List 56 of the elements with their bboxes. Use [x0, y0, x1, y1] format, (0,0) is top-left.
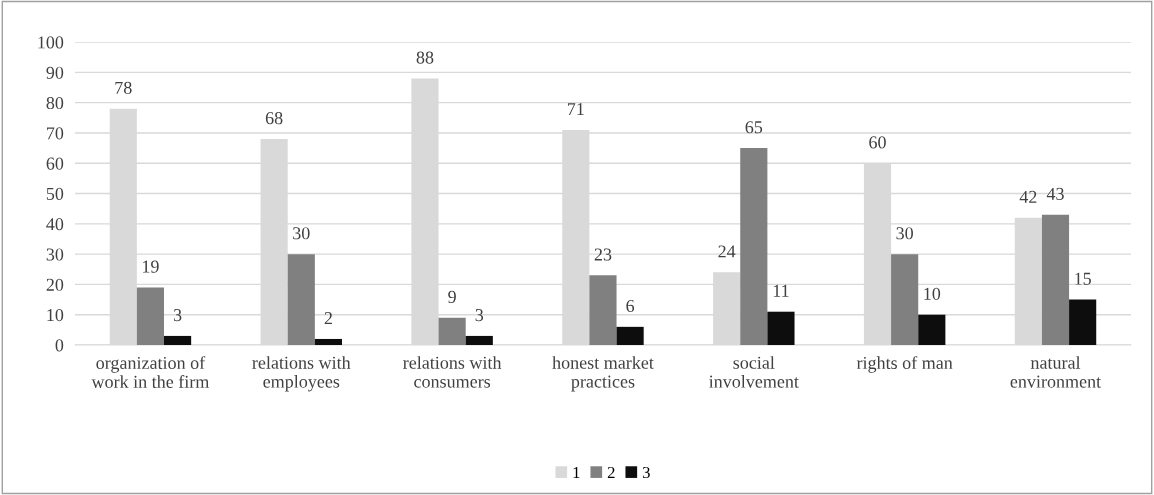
bar [589, 275, 617, 346]
bar [767, 311, 795, 346]
y-tick-label: 60 [46, 157, 64, 170]
data-label: 3 [173, 309, 182, 322]
data-label: 68 [265, 112, 283, 125]
data-label: 78 [115, 81, 132, 94]
data-label: 23 [594, 248, 612, 261]
x-tick-label: rights of man [856, 356, 953, 373]
bar [616, 326, 644, 346]
bar [465, 335, 493, 346]
y-tick-label: 10 [47, 308, 64, 322]
y-tick-label: 40 [46, 218, 64, 231]
bar [136, 287, 165, 346]
y-tick-label: 20 [46, 278, 64, 291]
y-tick-label: 30 [46, 248, 64, 261]
y-tick-label: 90 [46, 66, 64, 79]
data-label: 42 [1019, 190, 1037, 203]
x-tick-label: honest market practices [552, 356, 654, 392]
y-tick-label: 50 [46, 187, 64, 200]
bar [891, 254, 919, 346]
y-tick-label: 0 [55, 339, 64, 352]
bar [740, 148, 768, 346]
x-tick-label: relations with employees [252, 356, 351, 392]
x-tick-label: natural environment [1010, 356, 1102, 388]
data-label: 60 [869, 136, 886, 149]
data-label: 19 [142, 260, 159, 273]
y-tick-label: 70 [47, 127, 64, 140]
y-tick-label: 80 [46, 96, 64, 110]
data-label: 30 [293, 227, 310, 240]
bar [918, 314, 946, 346]
legend-label: 3 [642, 466, 650, 479]
x-tick-label: relations with consumers [403, 356, 502, 388]
data-label: 43 [1046, 187, 1064, 200]
bar [287, 254, 315, 346]
bar [164, 335, 192, 346]
data-label: 71 [567, 103, 584, 115]
data-label: 10 [924, 287, 941, 300]
data-label: 9 [448, 290, 456, 303]
bar [1041, 214, 1070, 346]
data-label: 3 [475, 309, 484, 322]
data-label: 2 [324, 312, 332, 324]
data-label: 24 [718, 245, 736, 258]
data-label: 11 [773, 284, 789, 297]
data-label: 65 [745, 121, 763, 134]
bar [314, 338, 342, 346]
x-tick-label: social involvement [709, 356, 799, 388]
data-label: 88 [416, 51, 434, 64]
data-label: 15 [1075, 272, 1091, 285]
data-label: 6 [626, 299, 635, 313]
legend-label: 1 [573, 466, 580, 478]
bar [1069, 299, 1097, 346]
data-label: 30 [896, 227, 913, 240]
x-tick-label: organization of work in the firm [91, 356, 210, 388]
bar [438, 317, 466, 346]
y-tick-label: 100 [38, 36, 64, 49]
legend-label: 2 [607, 466, 615, 478]
